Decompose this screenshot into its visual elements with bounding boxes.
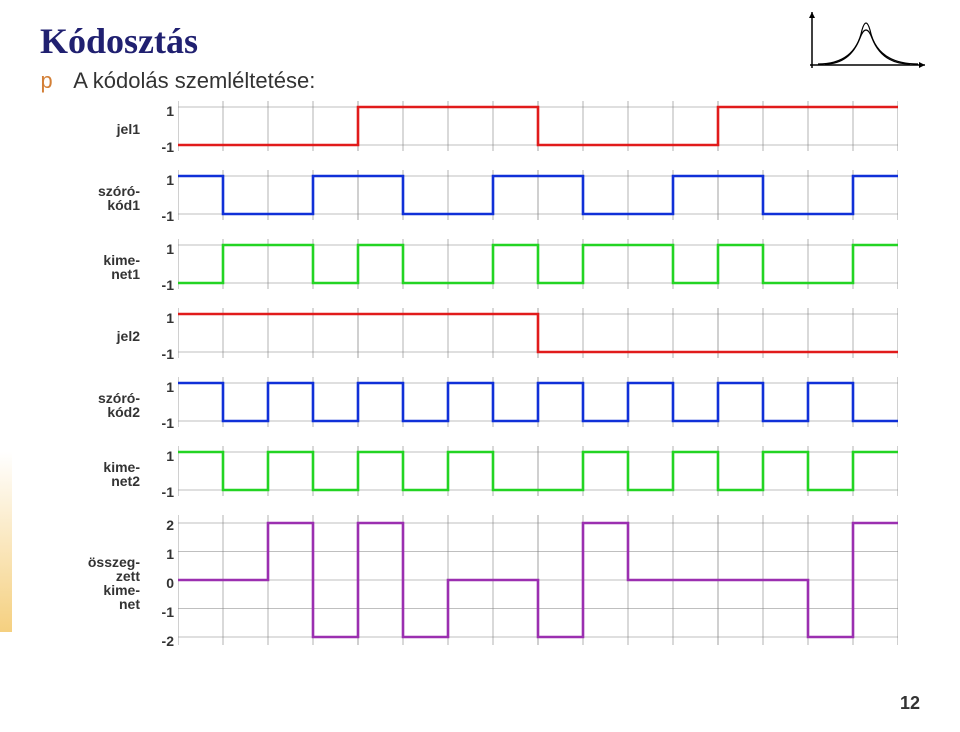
signal-row-jel2: jel21-1 — [50, 308, 920, 363]
tick-labels: 1-1 — [146, 173, 178, 223]
side-decorative-stripe — [0, 452, 12, 632]
signal-label: kime-net1 — [50, 253, 146, 281]
signal-label: szóró-kód2 — [50, 391, 146, 419]
signal-row-kimenet2: kime-net21-1 — [50, 446, 920, 501]
signal-label: összeg-zettkime-net — [50, 555, 146, 611]
signal-row-szorokod2: szóró-kód21-1 — [50, 377, 920, 432]
signal-plot-osszeg — [178, 515, 898, 650]
tick-labels: 1-1 — [146, 104, 178, 154]
bell-curve-icon — [800, 10, 930, 75]
signal-row-jel1: jel11-1 — [50, 101, 920, 156]
signal-label: szóró-kód1 — [50, 184, 146, 212]
signal-row-szorokod1: szóró-kód11-1 — [50, 170, 920, 225]
signal-label: jel2 — [50, 329, 146, 343]
tick-labels: 1-1 — [146, 242, 178, 292]
tick-labels: 1-1 — [146, 449, 178, 499]
tick-labels: 1-1 — [146, 380, 178, 430]
page-number: 12 — [900, 693, 920, 714]
signal-row-kimenet1: kime-net11-1 — [50, 239, 920, 294]
signal-plot-szorokod1 — [178, 170, 898, 225]
signal-plot-szorokod2 — [178, 377, 898, 432]
signal-plot-kimenet2 — [178, 446, 898, 501]
subtitle-row: p A kódolás szemléltetése: — [40, 68, 920, 95]
tick-labels: 210-1-2 — [146, 518, 178, 648]
subtitle-text: A kódolás szemléltetése: — [73, 68, 315, 94]
signal-plot-kimenet1 — [178, 239, 898, 294]
signal-row-osszeg: összeg-zettkime-net210-1-2 — [50, 515, 920, 650]
signal-label: jel1 — [50, 122, 146, 136]
signal-label: kime-net2 — [50, 460, 146, 488]
signal-plot-jel2 — [178, 308, 898, 363]
tick-labels: 1-1 — [146, 311, 178, 361]
page-title: Kódosztás — [40, 20, 920, 62]
signals-chart: jel11-1szóró-kód11-1kime-net11-1jel21-1s… — [50, 101, 920, 650]
signal-plot-jel1 — [178, 101, 898, 156]
bullet-marker: p — [40, 70, 53, 95]
